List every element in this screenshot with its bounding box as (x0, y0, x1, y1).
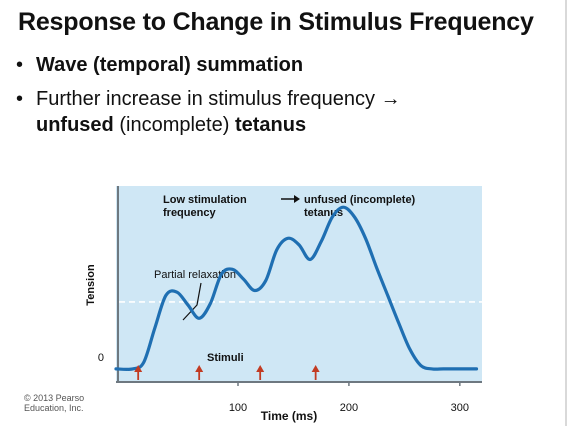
y-tick-label: 0 (98, 352, 104, 364)
x-axis-label: Time (ms) (261, 409, 317, 423)
partial-relaxation-label: Partial relaxation (154, 269, 236, 281)
slide-edge-rule (565, 0, 567, 426)
chart-group: Tension Time (ms) Low stimulation freque… (85, 186, 482, 423)
header-low-line1: Low stimulation (163, 194, 247, 206)
stimulus-arrow-icon (195, 365, 204, 372)
plot-background (116, 186, 482, 382)
x-tick-label: 200 (340, 402, 358, 414)
stimuli-label: Stimuli (207, 352, 244, 364)
bullet-dot: • (16, 54, 24, 76)
bullet-unfused-tetanus: • Further increase in stimulus frequency… (14, 86, 401, 138)
bullet-unfused: unfused (36, 114, 114, 136)
copyright-line1: © 2013 Pearson (24, 393, 84, 403)
x-tick-label: 100 (229, 402, 247, 414)
copyright-note: © 2013 Pearson Education, Inc. (24, 393, 84, 413)
header-unfused-line1: unfused (incomplete) (304, 194, 416, 206)
stimulus-arrow-icon (311, 365, 320, 372)
slide-title: Response to Change in Stimulus Frequency (18, 8, 534, 36)
bullet-tetanus: tetanus (234, 114, 307, 136)
stimulus-arrow-icon (256, 365, 265, 372)
header-low-line2: frequency (163, 207, 216, 219)
bullet-text: Wave (temporal) summation (36, 54, 304, 76)
header-arrow-icon (294, 195, 300, 203)
copyright-line2: Education, Inc. (24, 403, 84, 413)
x-tick-label: 300 (451, 402, 469, 414)
bullet-list: • Wave (temporal) summation • Further in… (14, 52, 401, 138)
stimulus-arrow-icon (134, 365, 143, 372)
bullet-text: Further increase in stimulus frequency → (36, 88, 401, 110)
bullet-dot: • (16, 88, 24, 110)
bullet-wave-summation: • Wave (temporal) summation (14, 52, 401, 78)
bullet-incomplete: (incomplete) (113, 114, 235, 136)
y-axis-label: Tension (85, 264, 97, 306)
partial-relaxation-pointer (182, 282, 202, 321)
tension-curve-0 (114, 205, 479, 371)
